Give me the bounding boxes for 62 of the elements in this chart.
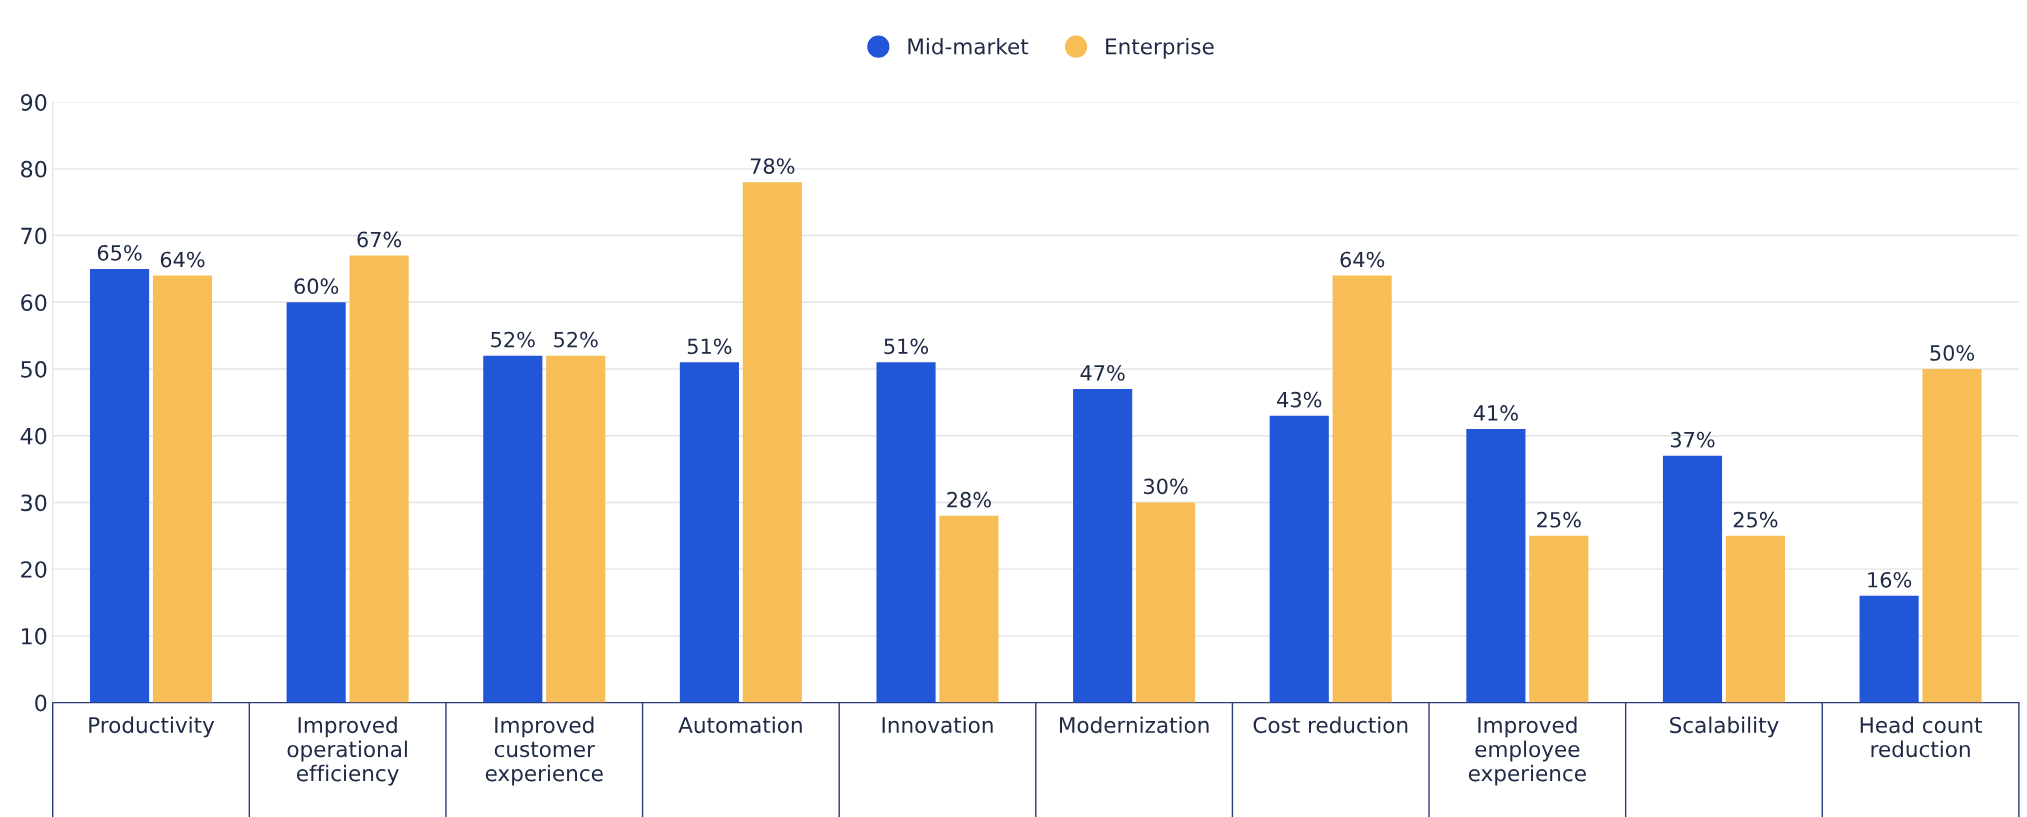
bar: [876, 362, 936, 703]
y-tick-label: 90: [20, 94, 47, 111]
y-tick-label: 40: [20, 427, 47, 445]
bar: [1725, 535, 1785, 703]
y-tick-label: 10: [22, 627, 47, 645]
x-tick-label: Improved employee experience: [1468, 716, 1586, 786]
x-tick-label: Innovation: [882, 716, 993, 734]
data-label: 52%: [554, 331, 598, 348]
bar: [152, 275, 213, 703]
data-label: 65%: [97, 244, 142, 261]
bar: [349, 255, 409, 703]
data-label: 67%: [357, 231, 402, 248]
bar: [1466, 429, 1526, 703]
x-tick-label: Scalability: [1670, 716, 1779, 738]
data-label: 30%: [1144, 478, 1188, 495]
data-label: 41%: [1473, 405, 1518, 421]
data-label: 43%: [1277, 391, 1322, 408]
bar: [483, 355, 543, 703]
x-tick-label: Improved operational efficiency: [287, 716, 407, 786]
y-tick-label: 0: [35, 694, 47, 712]
data-label: 25%: [1733, 511, 1778, 528]
data-label: 52%: [491, 331, 535, 348]
bar: [286, 302, 346, 703]
x-tick-label: Head count reduction: [1860, 716, 1982, 758]
bar: [1073, 389, 1133, 703]
x-tick-label: Modernization: [1059, 716, 1209, 734]
data-label: 64%: [160, 251, 205, 268]
bar: [89, 268, 150, 703]
bar: [742, 182, 802, 703]
bar: [1269, 415, 1329, 703]
x-tick-label: Productivity: [89, 716, 215, 738]
x-tick-label: Cost reduction: [1253, 716, 1408, 734]
x-tick-label: Improved customer experience: [485, 716, 603, 786]
data-label: 51%: [884, 338, 929, 355]
data-label: 64%: [1340, 251, 1385, 268]
bar: [546, 355, 606, 703]
data-label: 51%: [687, 338, 732, 355]
y-tick-label: 50: [21, 360, 47, 378]
y-tick-label: 70: [21, 227, 47, 245]
legend-label: Mid-market: [908, 37, 1029, 55]
legend-label: Enterprise: [1106, 37, 1214, 59]
x-tick-label: Automation: [678, 716, 802, 734]
y-tick-label: 80: [21, 160, 47, 178]
data-label: 60%: [294, 278, 339, 295]
bar: [939, 515, 999, 703]
y-tick-label: 30: [21, 494, 47, 512]
data-label: 25%: [1537, 511, 1581, 528]
bar: [1332, 275, 1392, 703]
data-label: 28%: [947, 491, 991, 508]
data-label: 78%: [750, 158, 795, 174]
data-label: 37%: [1670, 431, 1715, 448]
bar: [1529, 535, 1589, 703]
data-label: 16%: [1868, 571, 1912, 588]
data-label: 47%: [1080, 365, 1125, 381]
bar: [1135, 502, 1196, 703]
data-label: 50%: [1930, 345, 1975, 361]
bar: [1662, 455, 1723, 703]
bar: [679, 362, 739, 703]
bar: [1922, 369, 1982, 703]
y-tick-label: 60: [21, 294, 47, 312]
bar: [1859, 595, 1919, 703]
y-tick-label: 20: [21, 561, 47, 578]
